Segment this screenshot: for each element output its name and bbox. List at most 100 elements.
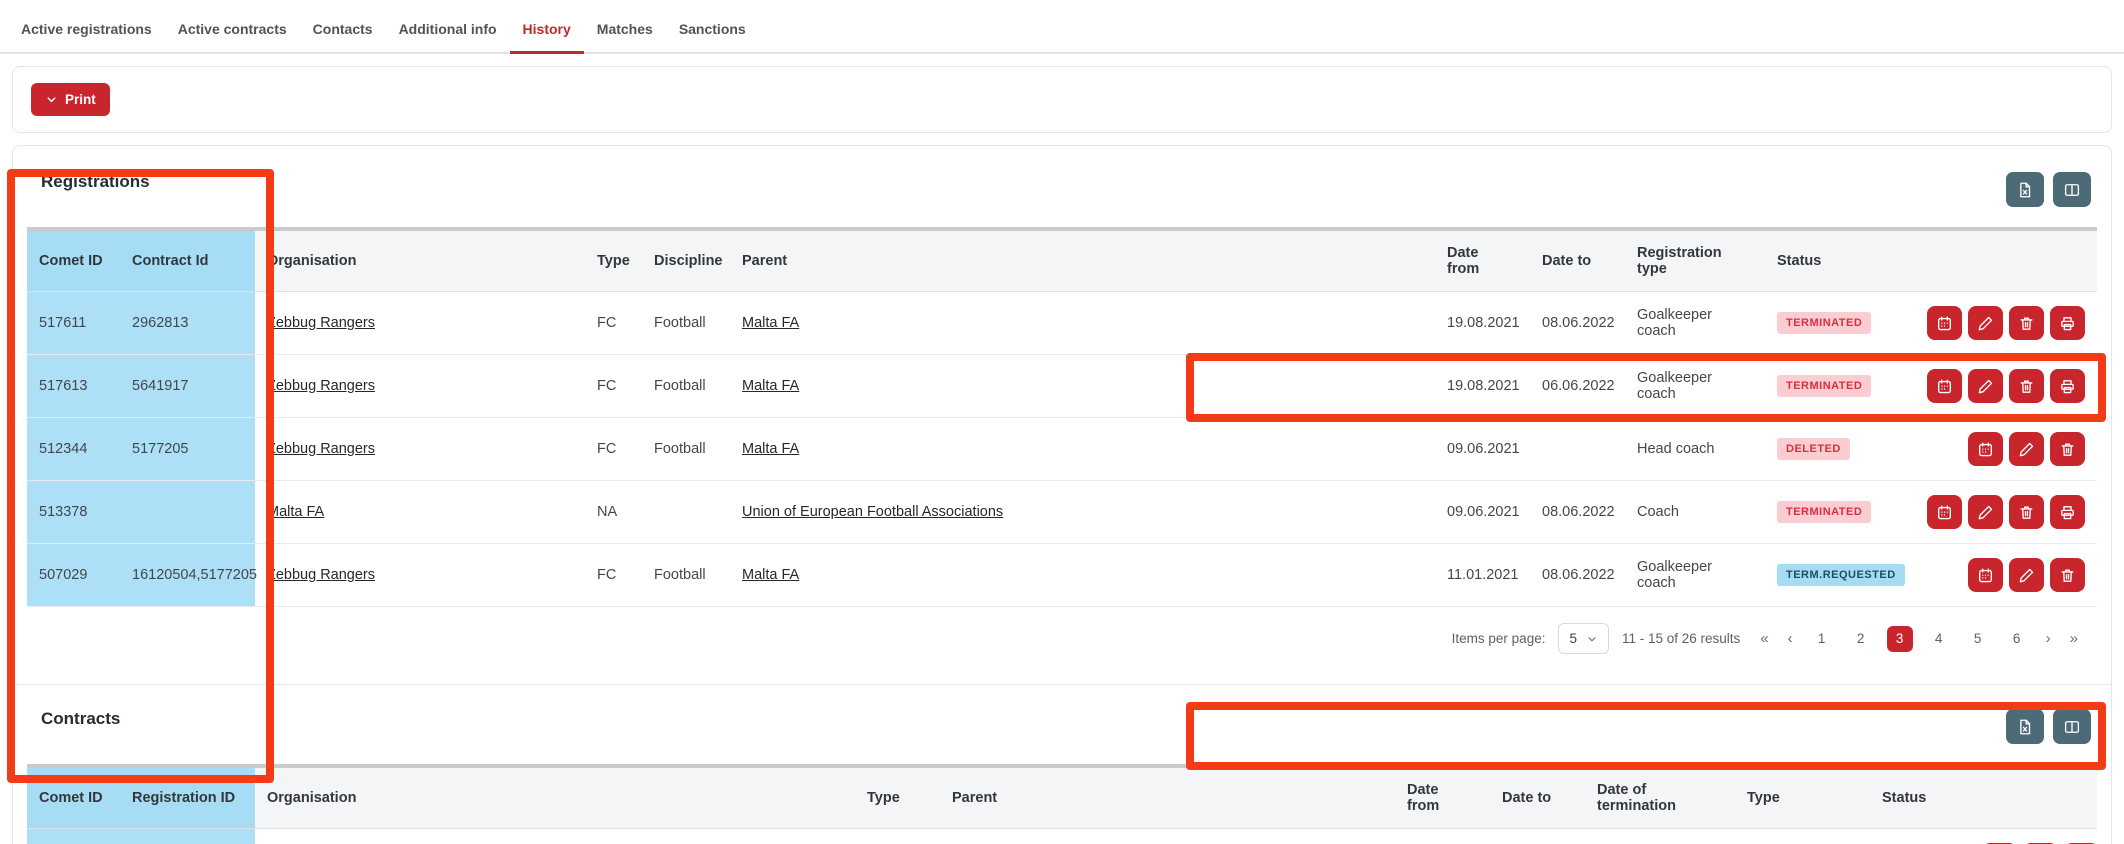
chevron-down-icon <box>1586 633 1598 645</box>
calendar-button[interactable] <box>1927 495 1962 529</box>
tab-contacts[interactable]: Contacts <box>312 21 373 37</box>
page-button-6[interactable]: 6 <box>2004 626 2030 652</box>
cell-contract-id: 2962813 <box>120 292 255 354</box>
parent-link[interactable]: Malta FA <box>742 567 800 583</box>
tab-matches[interactable]: Matches <box>596 21 653 37</box>
tab-active-contracts[interactable]: Active contracts <box>177 21 287 37</box>
columns-button[interactable] <box>2053 709 2091 744</box>
cell-registration-type: Coach <box>1637 504 1679 520</box>
cell-registration-type: Goalkeeper coach <box>1637 559 1712 591</box>
col-comet-id: Comet ID <box>27 768 120 828</box>
cell-type: FC <box>855 836 940 844</box>
first-page-button[interactable]: « <box>1757 630 1771 647</box>
col-comet-id: Comet ID <box>27 231 120 291</box>
page-button-4[interactable]: 4 <box>1926 626 1952 652</box>
col-date-of-termination: Date of termination <box>1597 782 1676 814</box>
content-panel: Registrations Comet ID <box>12 145 2112 844</box>
parent-link[interactable]: Union of European Football Associations <box>742 504 1004 520</box>
export-file-icon <box>2016 718 2034 736</box>
delete-button[interactable] <box>2050 432 2085 466</box>
calendar-button[interactable] <box>1968 558 2003 592</box>
parent-link[interactable]: Malta FA <box>742 315 800 331</box>
registrations-export-group <box>2006 172 2091 207</box>
export-file-button[interactable] <box>2006 172 2044 207</box>
cell-contract-type: Voluntary contract <box>1735 830 1870 844</box>
tab-history[interactable]: History <box>509 5 584 54</box>
col-date-from: Date from <box>1447 245 1480 277</box>
edit-button[interactable] <box>2009 432 2044 466</box>
page-button-3[interactable]: 3 <box>1886 625 1913 652</box>
cell-comet-id: 513378 <box>27 481 120 543</box>
org-link[interactable]: Zebbug Rangers <box>267 378 376 394</box>
cell-date-to: 08.06.2022 <box>1542 504 1615 520</box>
cell-comet-id: 517611 <box>27 292 120 354</box>
table-row: 507029 16120504,5177205 Zebbug Rangers F… <box>27 544 2097 607</box>
print-button[interactable]: Print <box>31 83 110 116</box>
org-link[interactable]: Zebbug Rangers <box>267 567 376 583</box>
cell-date-to: 08.06.2022 <box>1542 567 1615 583</box>
parent-link[interactable]: Malta FA <box>742 378 800 394</box>
columns-button[interactable] <box>2053 172 2091 207</box>
calendar-button[interactable] <box>1968 432 2003 466</box>
delete-button[interactable] <box>2009 369 2044 403</box>
cell-type: FC <box>597 441 617 457</box>
cell-registration-type: Goalkeeper coach <box>1637 370 1712 402</box>
col-status: Status <box>1777 253 1822 269</box>
delete-button[interactable] <box>2009 306 2044 340</box>
cell-date-from: 19.08.2021 <box>1447 315 1520 331</box>
status-badge: TERMINATED <box>1777 501 1872 523</box>
print-row-button[interactable] <box>2050 369 2085 403</box>
edit-button[interactable] <box>2009 558 2044 592</box>
table-row: 252802 345684 Valletta FC Malta FA 01.09… <box>27 829 2099 844</box>
page-button-5[interactable]: 5 <box>1965 626 1991 652</box>
cell-type: FC <box>597 378 617 394</box>
print-row-button[interactable] <box>2050 306 2085 340</box>
export-file-button[interactable] <box>2006 709 2044 744</box>
org-link[interactable]: Zebbug Rangers <box>267 441 376 457</box>
results-count: 11 - 15 of 26 results <box>1621 631 1741 646</box>
cell-type: FC <box>597 315 617 331</box>
registrations-title: Registrations <box>41 172 150 191</box>
items-per-page-value: 5 <box>1569 631 1577 646</box>
org-link[interactable]: Malta FA <box>267 504 325 520</box>
last-page-button[interactable]: » <box>2067 630 2081 647</box>
edit-button[interactable] <box>1968 495 2003 529</box>
print-toolbar: Print <box>12 66 2112 133</box>
calendar-button[interactable] <box>1927 306 1962 340</box>
col-parent: Parent <box>952 790 998 806</box>
next-page-button[interactable]: › <box>2043 630 2054 647</box>
col-actions <box>1970 776 2097 820</box>
org-link[interactable]: Zebbug Rangers <box>267 315 376 331</box>
row-actions <box>1970 829 2111 844</box>
cell-date-to <box>1530 425 1625 473</box>
tab-sanctions[interactable]: Sanctions <box>678 21 746 37</box>
col-organisation: Organisation <box>267 790 357 806</box>
cell-comet-id: 252802 <box>27 829 120 844</box>
page-button-1[interactable]: 1 <box>1809 626 1835 652</box>
items-per-page-select[interactable]: 5 <box>1558 623 1609 654</box>
row-actions <box>1915 418 2097 480</box>
cell-date-from: 09.06.2021 <box>1447 504 1520 520</box>
cell-date-from: 01.09.2018 <box>1395 836 1490 844</box>
tab-additional-info[interactable]: Additional info <box>398 21 497 37</box>
tab-active-registrations[interactable]: Active registrations <box>21 21 152 37</box>
col-registration-type: Registration type <box>1637 245 1722 277</box>
edit-button[interactable] <box>1968 306 2003 340</box>
cell-discipline: Football <box>654 567 706 583</box>
export-file-icon <box>2016 181 2034 199</box>
items-per-page-label: Items per page: <box>1451 631 1546 646</box>
edit-button[interactable] <box>1968 369 2003 403</box>
prev-page-button[interactable]: ‹ <box>1785 630 1796 647</box>
table-row: 513378 Malta FA NA Union of European Foo… <box>27 481 2097 544</box>
cell-contract-id: 5177205 <box>120 418 255 480</box>
col-actions <box>1915 239 2097 283</box>
delete-button[interactable] <box>2050 558 2085 592</box>
print-row-button[interactable] <box>2050 495 2085 529</box>
row-actions <box>1915 481 2097 543</box>
cell-contract-id: 16120504,5177205 <box>120 544 257 606</box>
cell-date-to: 08.06.2022 <box>1542 315 1615 331</box>
calendar-button[interactable] <box>1927 369 1962 403</box>
delete-button[interactable] <box>2009 495 2044 529</box>
parent-link[interactable]: Malta FA <box>742 441 800 457</box>
page-button-2[interactable]: 2 <box>1848 626 1874 652</box>
